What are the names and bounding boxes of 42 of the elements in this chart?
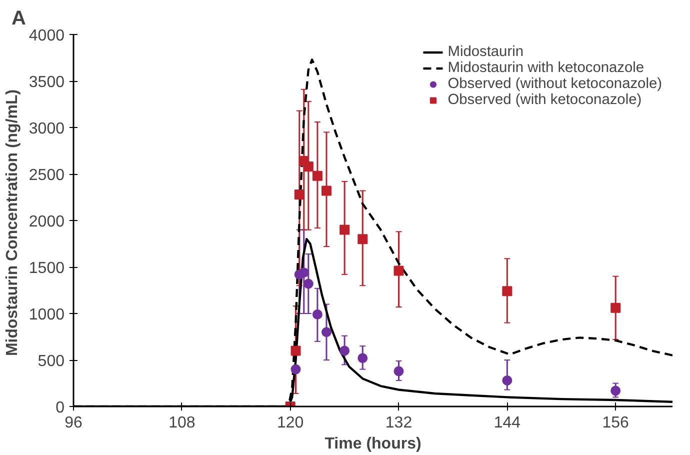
point: [298, 268, 309, 278]
y-tick-label: 500: [38, 353, 65, 370]
x-tick-label: 144: [494, 414, 521, 432]
y-tick-label: 3000: [28, 120, 65, 138]
y-tick-label: 1500: [28, 260, 65, 277]
point: [610, 386, 621, 396]
point: [321, 327, 332, 338]
x-tick-label: 132: [385, 414, 412, 432]
point: [303, 278, 314, 289]
y-tick-label: 2500: [28, 167, 65, 184]
x-tick-label: 108: [168, 414, 196, 432]
y-tick-label: 4000: [28, 28, 65, 44]
point: [340, 224, 350, 235]
point: [290, 346, 301, 356]
legend-label: Observed (without ketoconazole): [448, 76, 662, 92]
x-tick-label: 96: [64, 414, 82, 432]
x-tick-label: 156: [602, 414, 630, 432]
legend-label: Midostaurin with ketoconazole: [448, 60, 644, 76]
point: [290, 364, 301, 374]
point: [321, 186, 332, 196]
point: [340, 346, 350, 356]
point: [312, 170, 322, 181]
y-tick-label: 3500: [28, 74, 65, 91]
text: A: [12, 8, 26, 30]
point: [312, 309, 322, 320]
x-tick-label: 120: [276, 414, 304, 432]
point: [358, 234, 368, 244]
legend-label: Observed (with ketoconazole): [448, 92, 642, 108]
point: [502, 286, 512, 296]
y-tick-label: 1000: [28, 306, 65, 324]
point: [394, 266, 404, 276]
point: [294, 189, 304, 200]
legend-label: Midostaurin: [448, 44, 524, 60]
y-tick-label: 2000: [28, 214, 65, 230]
point: [394, 366, 404, 376]
y-tick-label: 0: [56, 400, 65, 416]
x-axis-title: Time (hours): [324, 436, 422, 452]
point: [610, 302, 621, 313]
point: [303, 162, 314, 172]
point: [358, 353, 368, 364]
y-axis-title: Midostaurin Concentration (ng/mL): [4, 89, 21, 356]
point: [502, 375, 512, 386]
